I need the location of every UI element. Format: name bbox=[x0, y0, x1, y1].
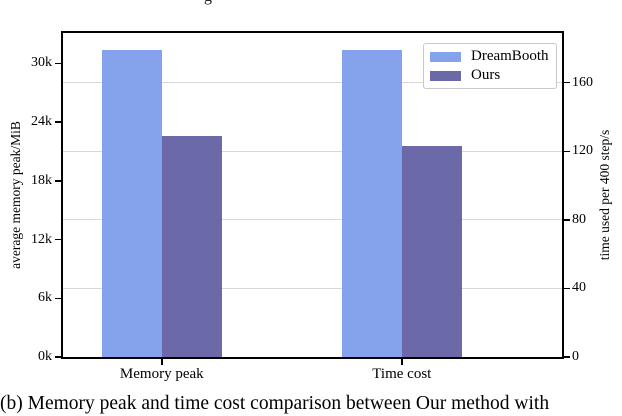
bar-ours-memory-peak bbox=[161, 135, 222, 357]
legend-swatch-dreambooth bbox=[430, 51, 461, 62]
bar-dreambooth-time-cost bbox=[341, 50, 402, 357]
grid-line bbox=[63, 150, 562, 152]
left-axis-tick-label: 18k bbox=[31, 172, 52, 188]
cropped-text-fragment: g bbox=[204, 0, 222, 7]
legend-swatch-ours bbox=[430, 70, 461, 81]
left-axis-tick-label: 6k bbox=[38, 290, 52, 306]
cropped-text-glyph: g bbox=[204, 0, 212, 5]
grid-line bbox=[63, 287, 562, 289]
right-axis-tick bbox=[564, 356, 570, 358]
right-axis-tick bbox=[564, 81, 570, 84]
right-axis-tick-label: 160 bbox=[572, 74, 593, 90]
legend-entry: Ours bbox=[430, 66, 556, 85]
legend-label: DreamBooth bbox=[471, 48, 549, 64]
grid-line bbox=[63, 82, 562, 84]
right-axis-tick-label: 40 bbox=[572, 280, 586, 296]
x-axis-tick bbox=[161, 359, 163, 365]
right-axis-tick-label: 80 bbox=[572, 211, 586, 227]
right-axis-tick bbox=[564, 287, 570, 290]
bar-ours-time-cost bbox=[401, 146, 462, 357]
legend: DreamBooth Ours bbox=[423, 43, 557, 89]
left-axis-tick-label: 24k bbox=[31, 114, 52, 130]
left-axis-tick-label: 30k bbox=[31, 55, 52, 71]
right-axis-tick-label: 0 bbox=[572, 349, 579, 364]
left-axis-tick bbox=[55, 356, 61, 358]
figure-caption: (b) Memory peak and time cost comparison… bbox=[0, 393, 550, 414]
left-axis-tick bbox=[55, 297, 61, 300]
x-category-label: Time cost bbox=[372, 366, 432, 382]
x-axis-tick bbox=[401, 359, 403, 365]
right-axis-tick bbox=[564, 150, 570, 153]
grid-line bbox=[63, 219, 562, 221]
right-axis-tick bbox=[564, 219, 570, 221]
y-axis-left-label: average memory peak/MiB bbox=[8, 121, 23, 269]
left-axis-tick bbox=[55, 180, 61, 182]
left-axis-tick-label: 0k bbox=[38, 349, 52, 364]
right-axis-tick-label: 120 bbox=[572, 143, 593, 159]
x-category-label: Memory peak bbox=[119, 366, 204, 382]
legend-entry: DreamBooth bbox=[430, 47, 556, 66]
bar-dreambooth-memory-peak bbox=[101, 49, 162, 357]
left-axis-tick bbox=[55, 238, 61, 241]
left-axis-tick bbox=[55, 121, 61, 123]
legend-label: Ours bbox=[471, 67, 501, 83]
left-axis-tick-label: 12k bbox=[31, 231, 52, 247]
left-axis-tick bbox=[55, 62, 61, 65]
